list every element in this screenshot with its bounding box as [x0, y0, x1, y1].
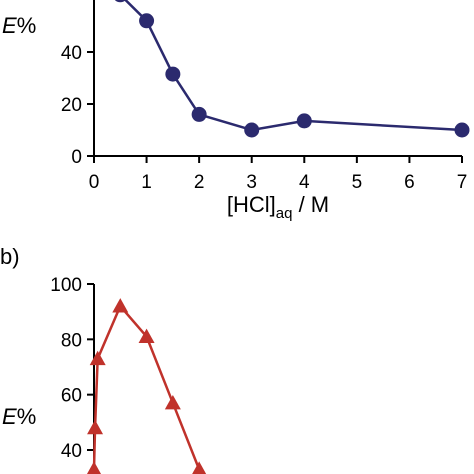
panel-a-data-point	[191, 106, 207, 122]
panel-a: E% 0 20 40 0 1 2 3 4 5 6 7 [HCl]aq / M	[2, 0, 470, 222]
panel-b-y-tick-label: 60	[61, 386, 82, 407]
panel-b-data-point	[164, 394, 181, 410]
panel-a-y-tick-label: 20	[61, 95, 82, 116]
panel-b-y-tick-label: 100	[50, 275, 82, 296]
panel-b-data-point	[87, 419, 104, 435]
panel-a-data-point	[139, 13, 155, 29]
panel-b-data-point	[138, 328, 155, 343]
panel-a-data-point	[114, 0, 126, 3]
panel-a-data-point	[454, 122, 470, 138]
panel-b: b) E% 100 80 60 40	[0, 244, 207, 474]
panel-a-x-tick-label: 1	[141, 172, 152, 193]
panel-a-x-axis-label: [HCl]aq / M	[227, 192, 329, 222]
panel-a-series-line	[123, 0, 463, 132]
panel-a-x-tick-label: 5	[352, 172, 363, 193]
panel-a-x-tick-label: 2	[194, 172, 205, 193]
panel-a-x-tick-label: 7	[457, 172, 468, 193]
panel-b-data-point	[112, 298, 129, 313]
panel-b-label: b)	[0, 244, 20, 269]
panel-a-x-tick-label: 0	[89, 172, 100, 193]
panel-a-x-tick-label: 3	[246, 172, 257, 193]
panel-b-data-point	[192, 461, 207, 474]
panel-a-data-point	[296, 113, 312, 129]
panel-b-data-point	[89, 350, 106, 366]
panel-a-data-point	[165, 66, 181, 82]
panel-b-y-tick-label: 40	[61, 441, 82, 462]
panel-b-y-axis-label: E%	[2, 404, 36, 429]
panel-a-y-axis-label: E%	[2, 13, 36, 38]
panel-a-x-tick-label: 6	[404, 172, 415, 193]
panel-a-data-point	[244, 122, 260, 138]
panel-b-data-point	[86, 461, 102, 474]
panel-b-y-tick-label: 80	[61, 330, 82, 351]
panel-a-y-tick-label: 40	[61, 43, 82, 64]
panel-a-x-tick-label: 4	[299, 172, 310, 193]
panel-a-y-tick-label: 0	[71, 147, 82, 168]
